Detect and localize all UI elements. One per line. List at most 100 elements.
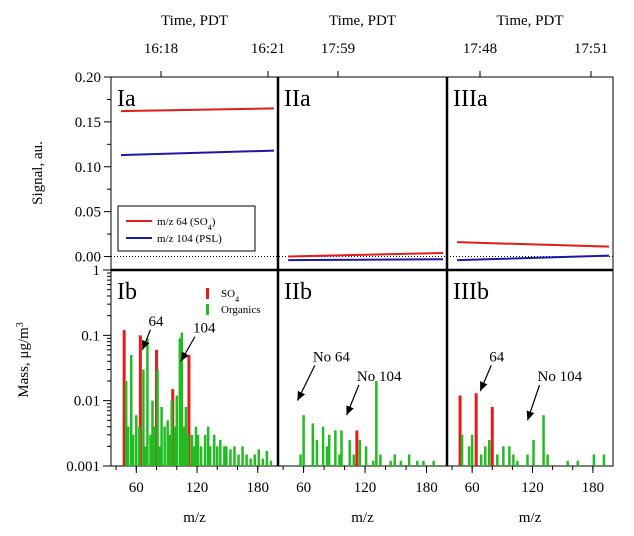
mass-bar [173,426,177,466]
annotation-label: No 64 [313,349,351,365]
series-line [120,107,275,113]
y-axis-title-signal: Signal, au. [30,141,46,205]
mass-bar [470,434,474,466]
x-tick-label: 120 [521,480,544,496]
mass-bar [508,446,511,466]
annotation-arrowhead [297,390,306,401]
mass-bar [192,446,196,466]
legend-label: Organics [221,304,261,316]
series-line [288,258,444,262]
legend-label: SO4 [221,288,239,304]
annotation-label: 104 [193,321,216,337]
mass-bar [225,446,228,466]
y-tick-label: 0.00 [75,250,101,266]
panel-label: Ia [117,86,136,112]
mass-bar [126,426,130,466]
mass-bar [602,454,606,466]
mass-bar [151,400,154,466]
mass-bar [399,460,403,466]
x-tick-label: 180 [247,480,270,496]
mass-bar [576,460,580,466]
mass-bar [334,430,337,466]
x-tick-label: 16:18 [144,41,178,57]
x-tick-label: 60 [129,480,144,496]
mass-bar [416,460,419,466]
mass-bar [546,454,549,466]
mass-bar [364,446,368,466]
x-tick-label: 120 [354,480,377,496]
x-tick-label: 17:59 [321,41,355,57]
mass-bar [321,426,325,466]
series-line [120,149,275,157]
legend-box [117,205,256,252]
mass-bar [479,454,483,466]
mass-bar [168,434,171,466]
mass-bar [269,460,273,466]
y-tick-label: 0.1 [81,328,100,344]
mass-bar [512,454,515,466]
panel-label: Ib [117,279,137,305]
mass-bar [124,380,128,466]
mass-bar [261,458,265,466]
mass-bar [358,440,362,466]
x-tick-label: 17:48 [463,41,497,57]
mass-bar [223,446,226,466]
annotation-arrowhead [346,405,354,416]
mass-bar [566,460,569,466]
mass-bar [241,446,244,466]
x-tick-label: 120 [186,480,209,496]
x-tick-label: 60 [296,480,311,496]
mass-bar [194,426,198,466]
mass-bar [265,450,269,466]
mass-bar [158,446,161,466]
annotation-label: No 104 [357,369,402,385]
panel-label: IIb [284,279,312,305]
panel-label: IIIb [453,279,489,305]
mass-bar [542,415,545,466]
mass-bar [233,446,236,466]
y-tick-label: 0.01 [74,394,100,410]
annotation-arrowhead [180,351,189,362]
legend-label: m/z 104 (PSL) [157,233,222,245]
mass-bar [355,430,359,466]
mass-bar [502,446,505,466]
mass-bar [327,434,331,466]
mass-bar [187,355,191,466]
annotation-label: 64 [148,314,164,330]
series-line [456,241,610,248]
mass-bar [229,449,232,466]
panel-label: IIIa [453,86,488,112]
annotation-label: No 104 [538,369,583,385]
mass-bar [389,460,392,466]
mass-bar [352,454,356,466]
mass-bar [249,458,252,466]
mass-bar [257,449,261,466]
mass-bar [302,415,305,466]
mass-bar [432,460,435,466]
mass-bar [208,446,212,466]
x-axis-title-time: Time, PDT [161,13,228,29]
mass-bar [393,454,397,466]
mass-bar [379,454,382,466]
mass-bar [190,434,194,466]
mass-bar [216,446,219,466]
mass-bar [142,369,145,466]
y-tick-label: 0.05 [75,205,101,221]
mass-bar [160,406,163,466]
mass-bar [144,446,147,466]
mass-bar [245,454,248,466]
y-tick-label: 0.001 [66,459,100,475]
mass-bar [483,446,487,466]
mass-bar [146,338,149,466]
series-line [456,254,610,262]
mass-bar [199,446,203,466]
x-axis-title-time: Time, PDT [497,13,564,29]
mass-bar [149,434,152,466]
mass-bar [375,380,378,466]
annotation-arrowhead [526,410,535,421]
x-tick-label: 17:51 [574,41,608,57]
panel-label: IIa [284,86,311,112]
mass-bar [166,420,169,466]
mass-bar [325,446,329,466]
